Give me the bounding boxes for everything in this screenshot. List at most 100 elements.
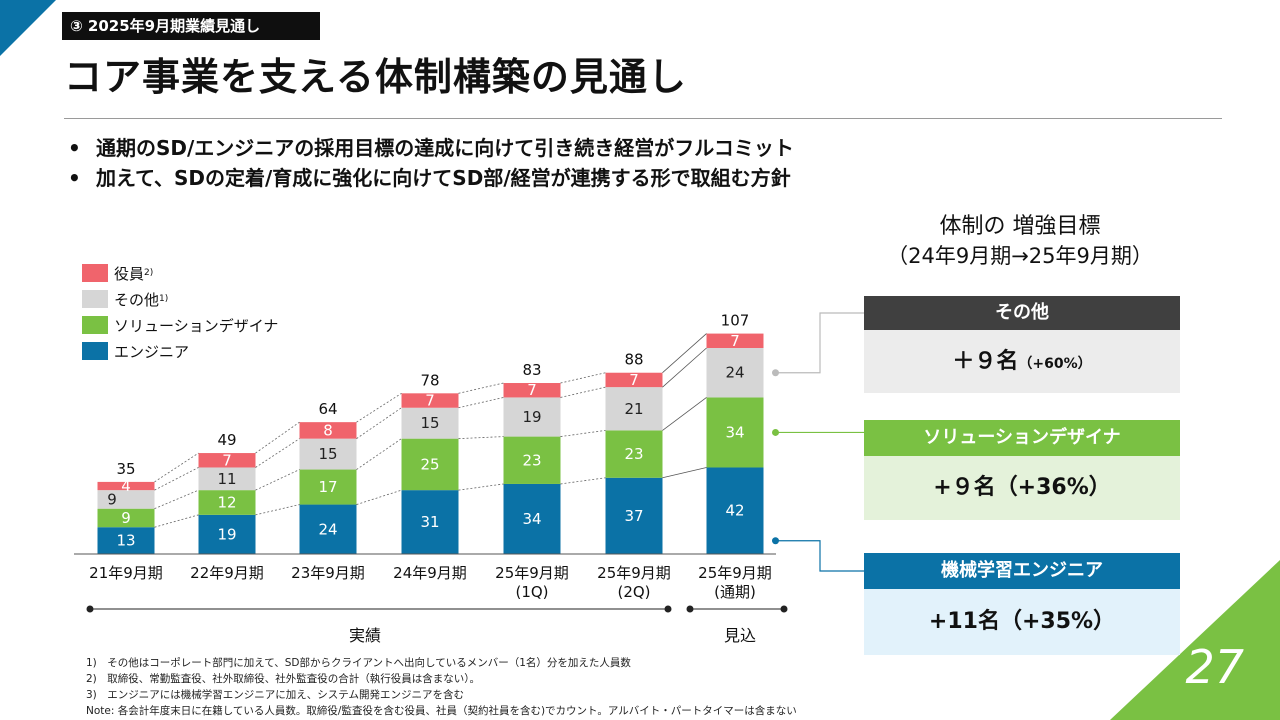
trend-connector [154, 489, 199, 510]
category-tick-label: 24年9月期 [393, 564, 467, 582]
box-other-value: ＋９名 [952, 349, 1019, 374]
target-subtitle: （24年9月期→25年9月期） [887, 244, 1153, 268]
corner-triangle-top-left [0, 0, 56, 56]
connector-other [775, 312, 864, 374]
target-title: 体制の 増強目標 [939, 214, 1101, 239]
title-divider [64, 118, 1222, 119]
period-bracket-dot [664, 605, 672, 613]
category-tick-label: 25年9月期 [698, 564, 772, 582]
connector-dot [772, 537, 779, 545]
bar-segment [503, 436, 561, 484]
data-label: 25 [420, 455, 439, 473]
bar-segment [198, 453, 256, 468]
legend-item-other: その他 1) [82, 286, 278, 312]
corner-triangle-bottom-right [1110, 560, 1280, 720]
category-tick-label: (2Q) [617, 583, 650, 601]
page-title: コア事業を支える体制構築の見通し [64, 55, 687, 99]
legend-item-engineer: エンジニア [82, 338, 278, 364]
legend-item-officers: 役員 2) [82, 260, 278, 286]
trend-connector [560, 386, 606, 398]
bar-segment [605, 372, 663, 388]
total-label: 49 [217, 431, 236, 449]
data-label: 7 [629, 371, 639, 389]
bar-segment [706, 348, 764, 398]
data-label: 4 [121, 477, 131, 495]
trend-connector [356, 489, 402, 505]
bar-segment [605, 477, 663, 554]
trend-connector [356, 438, 402, 470]
box-ml-percent: （+35%） [999, 609, 1116, 634]
box-ml-header: 機械学習エンジニア [864, 553, 1180, 589]
data-label: 24 [318, 520, 337, 538]
chart-legend: 役員 2) その他 1) ソリューションデザイナ エンジニア [82, 260, 278, 364]
data-label: 37 [624, 507, 643, 525]
footnote-2: 2) 取締役、常勤監査役、社外取締役、社外監査役の合計（執行役員は含まない）。 [86, 673, 481, 685]
legend-swatch [82, 290, 108, 308]
trend-connector [458, 436, 504, 440]
bar-segment [503, 397, 561, 437]
category-tick-label: 21年9月期 [89, 564, 163, 582]
legend-label: その他 [114, 290, 160, 309]
legend-label: 役員 [114, 264, 145, 283]
bullet-2: • 加えて、SDの定着/育成に強化に向けてSD部/経営が連携する形で取組む方針 [68, 166, 791, 190]
connector-dot [772, 428, 779, 436]
bullet-1: • 通期のSD/エンジニアの採用目標の達成に向けて引き続き経営がフルコミット [68, 136, 794, 160]
period-bracket-dot [86, 605, 94, 613]
bar-segment [605, 430, 663, 478]
bar-segment [97, 490, 155, 509]
data-label: 15 [420, 414, 439, 432]
bar-segment [706, 467, 764, 554]
data-label: 15 [318, 445, 337, 463]
total-label: 35 [116, 460, 135, 478]
data-label: 12 [217, 494, 236, 512]
data-label: 9 [107, 490, 117, 508]
legend-footnote-marker: 1) [159, 294, 169, 304]
box-ml-value: +11名 [928, 609, 1000, 634]
total-label: 83 [522, 361, 541, 379]
trend-connector [662, 467, 707, 479]
legend-swatch [82, 264, 108, 282]
trend-connector [255, 438, 300, 468]
data-label: 19 [522, 408, 541, 426]
bar-segment [97, 481, 155, 491]
bar-segment [401, 393, 459, 408]
trend-connector [255, 421, 300, 454]
period-bracket-dot [686, 605, 694, 613]
trend-connector [662, 397, 707, 431]
category-tick-label: (1Q) [515, 583, 548, 601]
bar-segment [299, 469, 357, 505]
bar-segment [706, 333, 764, 348]
box-sd-header: ソリューションデザイナ [864, 420, 1180, 456]
bar-segment [299, 422, 357, 439]
trend-connector [356, 392, 402, 423]
total-label: 78 [420, 371, 439, 389]
data-label: 7 [425, 392, 435, 410]
data-label: 7 [222, 451, 232, 469]
category-tick-label: 23年9月期 [291, 564, 365, 582]
bar-segment [401, 407, 459, 439]
data-label: 8 [323, 421, 333, 439]
connector-dot [772, 369, 779, 377]
legend-label: エンジニア [114, 342, 190, 361]
trend-connector [356, 407, 402, 439]
legend-item-solution-designer: ソリューションデザイナ [82, 312, 278, 338]
category-tick-label: 22年9月期 [190, 564, 264, 582]
trend-connector [458, 483, 504, 491]
trend-connector [154, 514, 199, 528]
legend-swatch [82, 342, 108, 360]
trend-connector [458, 397, 504, 409]
bullet-1-text: 通期のSD/エンジニアの採用目標の達成に向けて引き続き経営がフルコミット [96, 136, 794, 160]
box-other-header: その他 [864, 296, 1180, 330]
box-other-percent: （+60%） [1018, 356, 1092, 372]
footnote-3: 3) エンジニアには機械学習エンジニアに加え、システム開発エンジニアを含む [86, 689, 464, 701]
bar-segment [605, 387, 663, 431]
legend-label: ソリューションデザイナ [114, 316, 279, 335]
data-label: 23 [522, 451, 541, 469]
bar-segment [299, 504, 357, 554]
data-label: 9 [121, 509, 131, 527]
category-tick-label: 25年9月期 [495, 564, 569, 582]
period-forecast-label: 見込 [723, 626, 756, 645]
bar-segment [299, 438, 357, 470]
trend-connector [560, 477, 606, 485]
total-label: 88 [624, 351, 643, 369]
